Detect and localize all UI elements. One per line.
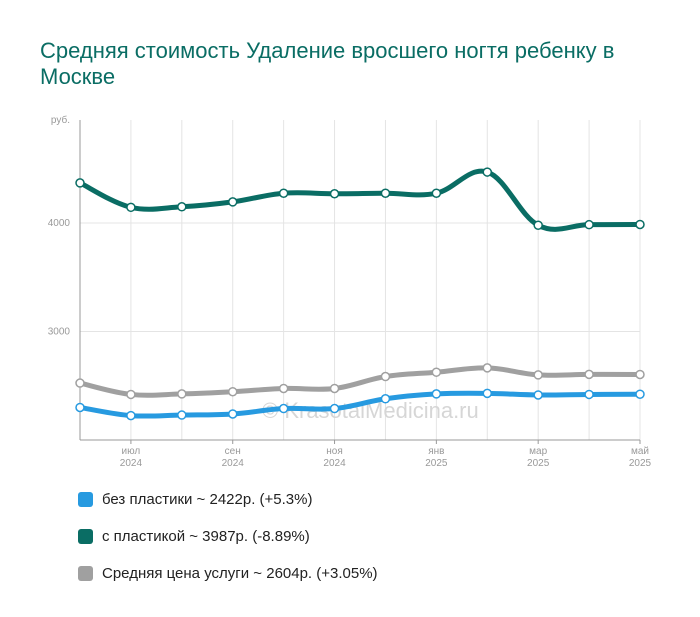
data-point bbox=[431, 367, 442, 377]
legend-swatch bbox=[78, 491, 93, 507]
data-point bbox=[482, 363, 493, 373]
data-point bbox=[278, 383, 289, 394]
data-point bbox=[227, 409, 238, 419]
data-point bbox=[75, 178, 85, 188]
legend-item-average-price[interactable]: Средняя цена услуги ~ 2604р. (+3.05%) bbox=[78, 562, 378, 584]
legend-label: Средняя цена услуги ~ 2604р. (+3.05%) bbox=[102, 564, 378, 582]
x-tick-year: 2025 bbox=[527, 458, 550, 469]
legend-label: с пластикой ~ 3987р. (-8.89%) bbox=[102, 527, 310, 545]
data-point bbox=[584, 219, 594, 230]
x-tick-month: мар bbox=[529, 446, 547, 457]
x-tick-month: июл bbox=[122, 446, 141, 457]
data-point bbox=[635, 369, 645, 380]
chart-title: Средняя стоимость Удаление вросшего ногт… bbox=[40, 38, 615, 89]
data-point bbox=[635, 219, 645, 230]
y-axis-unit-label: руб. bbox=[51, 114, 70, 126]
tick-labels: 30004000руб.июл2024сен2024ноя2024янв2025… bbox=[48, 114, 652, 469]
y-tick-label: 4000 bbox=[48, 218, 71, 229]
data-point bbox=[380, 371, 391, 382]
x-tick-month: сен bbox=[225, 446, 241, 457]
data-point bbox=[177, 202, 187, 212]
legend: без пластики ~ 2422р. (+5.3%) с пластико… bbox=[78, 488, 378, 599]
data-point bbox=[533, 370, 543, 380]
data-point bbox=[126, 410, 136, 421]
legend-label: без пластики ~ 2422р. (+5.3%) bbox=[102, 490, 313, 508]
grid-lines bbox=[79, 120, 641, 440]
data-point bbox=[227, 386, 238, 397]
legend-item-without-plastic[interactable]: без пластики ~ 2422р. (+5.3%) bbox=[78, 488, 378, 510]
x-tick-year: 2024 bbox=[120, 458, 143, 469]
legend-swatch bbox=[78, 565, 93, 581]
data-point bbox=[278, 188, 289, 198]
x-tick-year: 2024 bbox=[323, 458, 346, 469]
data-point bbox=[126, 202, 136, 213]
legend-item-with-plastic[interactable]: с пластикой ~ 3987р. (-8.89%) bbox=[78, 525, 378, 547]
data-point bbox=[329, 403, 340, 414]
x-tick-year: 2025 bbox=[629, 458, 652, 469]
data-point bbox=[380, 188, 391, 198]
x-tick-year: 2025 bbox=[425, 458, 448, 469]
data-point bbox=[329, 383, 340, 394]
data-points bbox=[75, 167, 645, 421]
data-point bbox=[75, 402, 85, 413]
data-point bbox=[533, 220, 543, 230]
data-point bbox=[431, 389, 442, 399]
data-point bbox=[533, 390, 543, 400]
data-point bbox=[482, 167, 493, 177]
data-point bbox=[635, 389, 645, 399]
data-point bbox=[177, 410, 187, 420]
data-point bbox=[278, 403, 289, 414]
data-point bbox=[431, 188, 442, 198]
x-tick-month: янв bbox=[428, 446, 444, 457]
x-tick-year: 2024 bbox=[222, 458, 245, 469]
data-point bbox=[126, 389, 136, 400]
series-line bbox=[77, 365, 643, 398]
series-line bbox=[77, 168, 643, 232]
data-point bbox=[482, 388, 493, 399]
x-tick-month: май bbox=[631, 446, 649, 457]
y-tick-label: 3000 bbox=[48, 327, 71, 338]
data-point bbox=[227, 197, 238, 207]
data-point bbox=[380, 394, 391, 404]
x-tick-month: ноя bbox=[326, 446, 343, 457]
data-point bbox=[584, 389, 594, 400]
legend-swatch bbox=[78, 528, 93, 544]
data-point bbox=[329, 189, 340, 199]
data-point bbox=[177, 389, 187, 399]
series-lines bbox=[77, 168, 643, 419]
data-point bbox=[584, 369, 594, 380]
data-point bbox=[75, 378, 85, 388]
